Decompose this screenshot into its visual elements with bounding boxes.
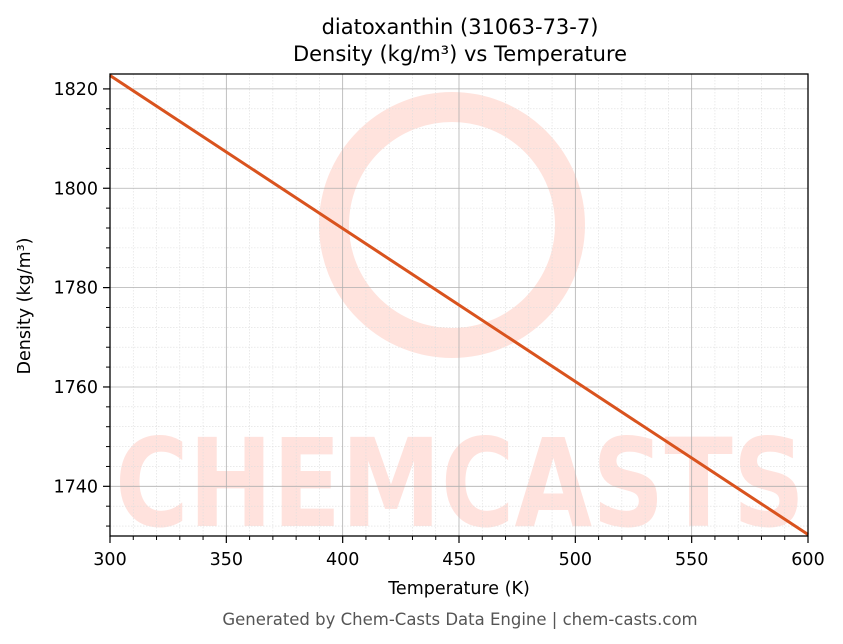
x-tick-label: 350	[210, 550, 243, 570]
x-tick-label: 500	[559, 550, 592, 570]
x-axis-label: Temperature (K)	[387, 579, 530, 599]
ticks	[103, 88, 809, 543]
series-layer	[109, 74, 809, 536]
y-tick-label: 1780	[53, 279, 98, 299]
x-tick-label: 600	[791, 550, 824, 570]
y-tick-label: 1740	[53, 477, 98, 497]
density-line	[109, 74, 809, 536]
x-tick-label: 400	[326, 550, 359, 570]
chart-title: diatoxanthin (31063-73-7)	[322, 15, 599, 39]
watermark-text: CHEMCASTS	[115, 413, 805, 555]
chart-subtitle: Density (kg/m³) vs Temperature	[293, 42, 627, 66]
y-axis-label: Density (kg/m³)	[15, 238, 35, 375]
footer-credit: Generated by Chem-Casts Data Engine | ch…	[222, 610, 697, 629]
x-tick-label: 450	[442, 550, 475, 570]
x-tick-label: 300	[93, 550, 126, 570]
tick-labels: 300 350 400 450 500 550 600 1740 1760 1780 1800 182…	[53, 80, 824, 570]
watermark: CHEMCASTS	[115, 92, 805, 555]
y-tick-label: 1800	[53, 179, 98, 199]
watermark-logo-ring	[319, 92, 585, 358]
x-tick-label: 550	[675, 550, 708, 570]
y-tick-label: 1760	[53, 378, 98, 398]
y-tick-label: 1820	[53, 80, 98, 100]
